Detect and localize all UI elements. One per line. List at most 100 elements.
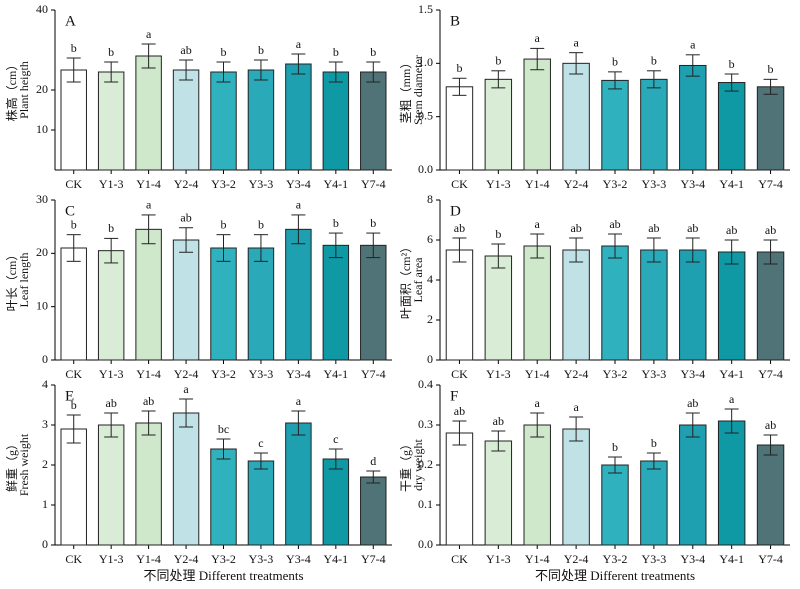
- significance-letter: a: [183, 382, 189, 396]
- x-tick-label: Y7-4: [758, 552, 783, 566]
- bar: [523, 424, 551, 546]
- significance-letter: b: [729, 57, 735, 71]
- bar: [640, 460, 668, 546]
- significance-letter: ab: [106, 396, 117, 410]
- y-tick-label: 20: [36, 82, 48, 96]
- bar: [717, 82, 746, 171]
- y-tick-label: 4: [42, 377, 48, 391]
- significance-letter: b: [71, 217, 77, 231]
- x-tick-label: Y1-4: [136, 367, 161, 381]
- significance-letter: b: [71, 398, 77, 412]
- bar: [210, 71, 237, 171]
- x-tick-label: CK: [65, 177, 82, 191]
- y-tick-label: 30: [36, 192, 48, 206]
- x-tick-label: Y3-4: [286, 367, 311, 381]
- significance-letter: a: [146, 27, 152, 41]
- significance-letter: b: [495, 227, 501, 241]
- y-tick-label: 1: [42, 497, 48, 511]
- significance-letter: ab: [493, 414, 504, 428]
- significance-letter: b: [221, 217, 227, 231]
- bar: [172, 412, 200, 546]
- significance-letter: ab: [648, 221, 659, 235]
- bar: [562, 62, 590, 171]
- x-tick-label: Y3-4: [680, 367, 705, 381]
- significance-letter: d: [370, 454, 376, 468]
- significance-letter: b: [108, 45, 114, 59]
- y-axis-label: Leaf length: [17, 253, 31, 308]
- x-tick-label: Y4-1: [323, 552, 348, 566]
- y-axis-label: dry weight: [411, 439, 425, 491]
- bar: [97, 424, 125, 546]
- significance-letter: b: [370, 216, 376, 230]
- bar: [210, 448, 237, 546]
- x-axis-label: 不同处理 Different treatments: [535, 568, 695, 583]
- bar: [97, 250, 125, 361]
- significance-letter: ab: [609, 217, 620, 231]
- bar: [172, 69, 200, 171]
- bar: [445, 249, 474, 361]
- y-axis-label: 茎粗（mm）: [399, 57, 413, 124]
- x-tick-label: Y3-2: [211, 177, 236, 191]
- x-tick-label: Y1-4: [525, 552, 550, 566]
- bar: [60, 247, 87, 361]
- x-tick-label: Y3-3: [249, 177, 274, 191]
- y-tick-label: 1.5: [418, 2, 433, 16]
- x-tick-label: Y3-3: [642, 552, 667, 566]
- x-tick-label: Y1-4: [525, 177, 550, 191]
- bar: [679, 249, 707, 361]
- significance-letter: b: [108, 221, 114, 235]
- bar: [756, 444, 785, 546]
- y-tick-label: 0.3: [418, 417, 433, 431]
- y-axis-label: 叶面积（cm²）: [399, 241, 413, 319]
- bar: [717, 251, 746, 361]
- significance-letter: ab: [454, 221, 465, 235]
- bar: [601, 79, 629, 171]
- bar: [523, 245, 551, 361]
- x-tick-label: Y3-3: [642, 367, 667, 381]
- panel-label: F: [450, 388, 458, 404]
- bar: [601, 245, 629, 361]
- bar: [135, 422, 162, 546]
- y-axis-label: Leaf area: [411, 257, 425, 303]
- significance-letter: ab: [765, 418, 776, 432]
- significance-letter: ab: [180, 210, 191, 224]
- significance-letter: ab: [180, 43, 191, 57]
- x-tick-label: CK: [451, 552, 468, 566]
- bar: [285, 63, 312, 171]
- significance-letter: a: [146, 198, 152, 212]
- significance-letter: a: [573, 400, 579, 414]
- y-axis-label: 干重（g）: [399, 438, 413, 492]
- significance-letter: a: [535, 396, 541, 410]
- y-tick-label: 10: [36, 298, 48, 312]
- bar: [285, 228, 312, 361]
- x-tick-label: Y7-4: [758, 367, 783, 381]
- bar: [640, 249, 668, 361]
- significance-letter: c: [258, 436, 263, 450]
- y-tick-label: 0.1: [418, 497, 433, 511]
- bar: [285, 422, 312, 546]
- bar: [135, 55, 162, 171]
- bar: [756, 86, 785, 171]
- significance-letter: b: [495, 54, 501, 68]
- significance-letter: ab: [765, 223, 776, 237]
- x-tick-label: Y3-2: [603, 552, 628, 566]
- x-tick-label: Y4-1: [323, 177, 348, 191]
- y-axis-label: Stem diameter: [411, 55, 425, 125]
- bar: [445, 86, 474, 171]
- significance-letter: ab: [570, 221, 581, 235]
- x-tick-label: Y1-4: [525, 367, 550, 381]
- significance-letter: b: [612, 55, 618, 69]
- bar: [640, 78, 668, 171]
- significance-letter: ab: [726, 223, 737, 237]
- x-tick-label: Y3-3: [249, 552, 274, 566]
- x-tick-label: Y3-2: [211, 367, 236, 381]
- y-tick-label: 2: [427, 312, 433, 326]
- y-axis-label: Fresh weight: [17, 433, 31, 496]
- x-tick-label: Y4-1: [719, 367, 744, 381]
- x-tick-label: Y7-4: [361, 367, 386, 381]
- bar: [523, 58, 551, 171]
- bar: [756, 251, 785, 361]
- y-tick-label: 0: [42, 352, 48, 366]
- x-tick-label: Y1-3: [486, 177, 511, 191]
